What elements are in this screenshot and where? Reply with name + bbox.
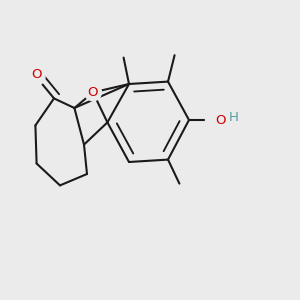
Circle shape <box>85 84 101 101</box>
Text: H: H <box>229 111 239 124</box>
Circle shape <box>206 111 224 129</box>
Text: O: O <box>88 86 98 99</box>
Circle shape <box>27 68 45 85</box>
Text: O: O <box>31 68 41 82</box>
Text: O: O <box>216 113 226 127</box>
